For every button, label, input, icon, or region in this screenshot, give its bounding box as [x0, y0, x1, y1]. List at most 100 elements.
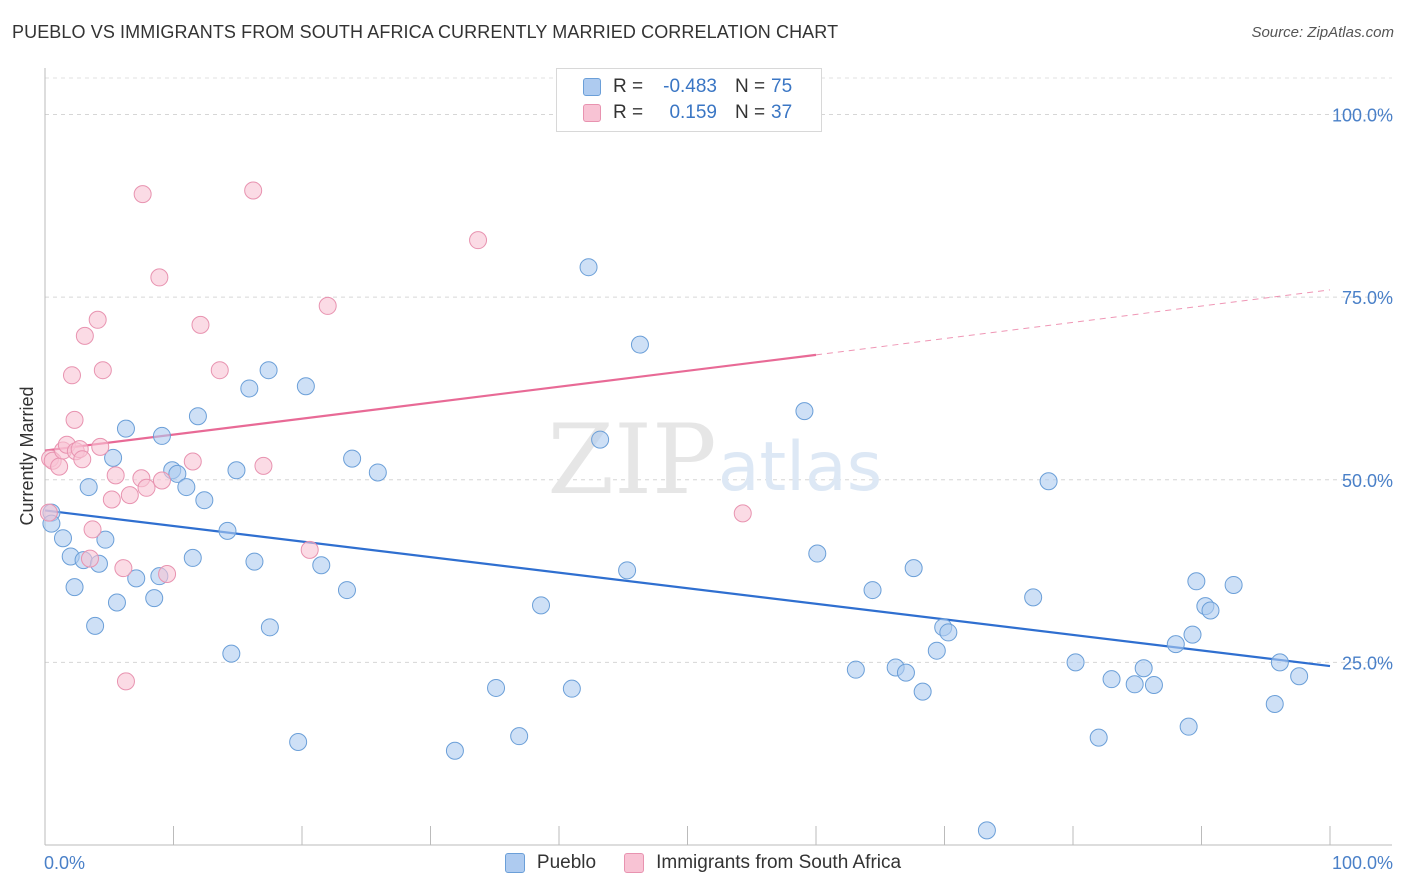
- legend-item-south-africa[interactable]: Immigrants from South Africa: [624, 852, 901, 874]
- legend-item-pueblo[interactable]: Pueblo: [504, 852, 596, 874]
- south-africa-point: [65, 410, 84, 429]
- legend-r-label: R =: [613, 76, 644, 97]
- south-africa-point: [114, 559, 133, 578]
- legend-swatch-south-africa: [624, 853, 645, 873]
- pueblo-point: [337, 581, 356, 600]
- pueblo-point: [939, 623, 958, 642]
- pueblo-point: [116, 419, 135, 438]
- pueblo-point: [896, 663, 915, 682]
- south-africa-point: [191, 315, 210, 334]
- pueblo-point: [127, 569, 146, 588]
- legend-row-south-africa: R = 0.159 N = 37: [583, 101, 792, 125]
- watermark-zip: ZIP: [547, 404, 716, 516]
- pueblo-point: [79, 478, 98, 497]
- pueblo-point: [259, 361, 278, 380]
- pueblo-point: [1039, 472, 1058, 491]
- pueblo-point: [1166, 635, 1185, 654]
- pueblo-point: [846, 660, 865, 679]
- pueblo-point: [104, 448, 123, 467]
- pueblo-point: [1102, 670, 1121, 689]
- south-africa-point: [75, 326, 94, 345]
- south-africa-trend-line-extension: [815, 289, 1331, 356]
- south-africa-point: [62, 366, 81, 385]
- pueblo-point: [240, 379, 259, 398]
- pueblo-point: [562, 679, 581, 698]
- south-africa-point: [73, 450, 92, 469]
- pueblo-point: [904, 559, 923, 578]
- south-africa-point: [254, 456, 273, 475]
- pueblo-point: [177, 478, 196, 497]
- pueblo-point: [1270, 653, 1289, 672]
- watermark-atlas: atlas: [718, 428, 882, 507]
- legend-r-value: 0.159: [669, 102, 717, 123]
- pueblo-point: [579, 258, 598, 277]
- south-africa-point: [210, 361, 229, 380]
- pueblo-point: [863, 581, 882, 600]
- pueblo-point: [296, 377, 315, 396]
- south-africa-point: [244, 181, 263, 200]
- south-africa-point: [39, 503, 58, 522]
- pueblo-point: [1290, 667, 1309, 686]
- pueblo-point: [218, 521, 237, 540]
- legend-n-value: 75: [771, 76, 793, 97]
- south-africa-point: [133, 185, 152, 204]
- pueblo-point: [96, 530, 115, 549]
- south-africa-point: [158, 564, 177, 583]
- pueblo-point: [188, 407, 207, 426]
- pueblo-point: [1125, 675, 1144, 694]
- south-africa-point: [733, 504, 752, 523]
- legend-label-south-africa: Immigrants from South Africa: [656, 852, 902, 873]
- pueblo-point: [245, 552, 264, 571]
- y-tick-label: 50.0%: [1342, 471, 1393, 491]
- pueblo-point: [343, 449, 362, 468]
- pueblo-point: [183, 548, 202, 567]
- south-africa-point: [183, 452, 202, 471]
- pueblo-point: [152, 426, 171, 445]
- pueblo-point: [1144, 676, 1163, 695]
- x-tick-label: 0.0%: [44, 853, 85, 873]
- pueblo-point: [618, 561, 637, 580]
- south-africa-point: [93, 361, 112, 380]
- pueblo-point: [168, 464, 187, 483]
- legend-swatch-south-africa: [583, 104, 601, 122]
- pueblo-point: [1224, 575, 1243, 594]
- pueblo-point: [227, 461, 246, 480]
- y-axis-title: Currently Married: [17, 386, 37, 525]
- south-africa-point: [88, 310, 107, 329]
- data-points: [39, 181, 1309, 840]
- pueblo-point: [1089, 728, 1108, 747]
- pueblo-point: [1187, 572, 1206, 591]
- south-africa-trend-line: [44, 353, 817, 452]
- legend-r-label: R =: [613, 102, 644, 123]
- pueblo-point: [445, 741, 464, 760]
- south-africa-point: [102, 490, 121, 509]
- pueblo-point: [86, 616, 105, 635]
- pueblo-point: [795, 402, 814, 421]
- tick-labels: 25.0% 50.0% 75.0% 100.0% 0.0% 100.0% Currently…: [17, 106, 1393, 873]
- south-africa-point: [50, 457, 69, 476]
- pueblo-point: [65, 578, 84, 597]
- pueblo-point: [510, 727, 529, 746]
- south-africa-point: [106, 466, 125, 485]
- pueblo-point: [1179, 717, 1198, 736]
- y-tick-label: 100.0%: [1332, 106, 1393, 126]
- stats-legend: R = -0.483 N = 75 R = 0.159 N = 37: [556, 68, 822, 132]
- pueblo-point: [1134, 659, 1153, 678]
- pueblo-point: [195, 491, 214, 510]
- south-africa-point: [83, 520, 102, 539]
- pueblo-point: [913, 682, 932, 701]
- legend-swatch-pueblo: [583, 78, 601, 96]
- pueblo-point: [1066, 653, 1085, 672]
- y-tick-label: 75.0%: [1342, 288, 1393, 308]
- pueblo-point: [368, 463, 387, 482]
- pueblo-point: [222, 644, 241, 663]
- south-africa-point: [152, 471, 171, 490]
- pueblo-point: [487, 678, 506, 697]
- pueblo-point: [1201, 601, 1220, 620]
- x-tick-label: 100.0%: [1332, 853, 1393, 873]
- y-tick-label: 25.0%: [1342, 653, 1393, 673]
- south-africa-point: [120, 486, 139, 505]
- south-africa-point: [116, 672, 135, 691]
- pueblo-point: [1024, 588, 1043, 607]
